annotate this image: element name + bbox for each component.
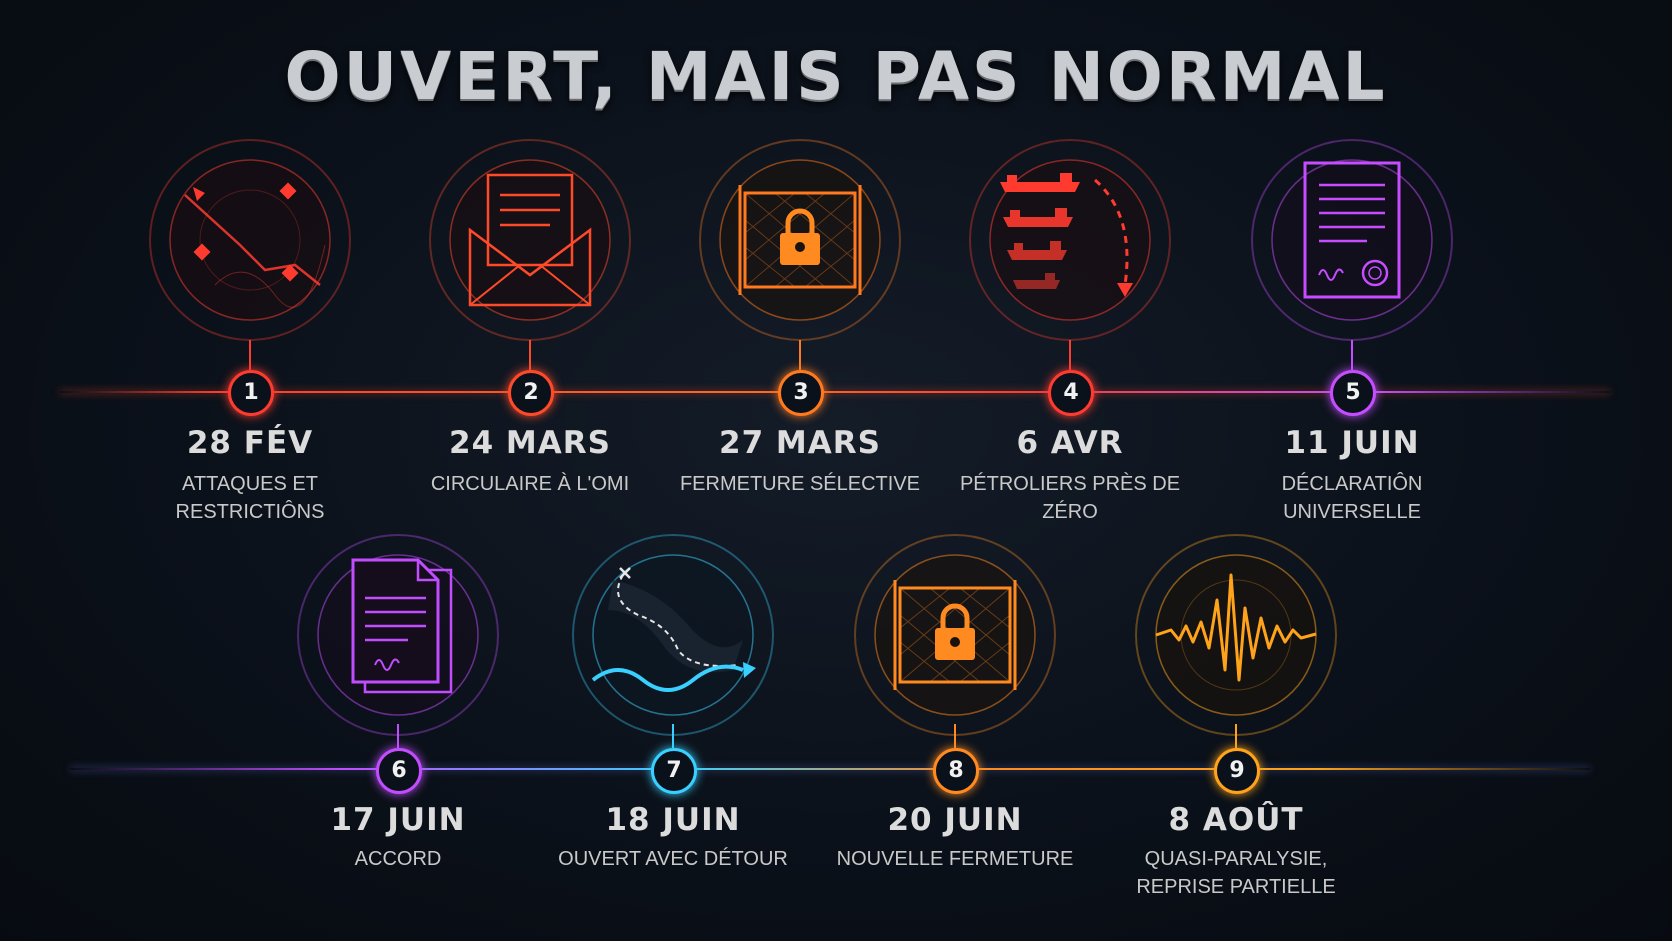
event-label: CIRCULAIRE À L'OMI	[430, 473, 630, 495]
event-label: PÉTROLIERS PRÈS DE ZÉRO	[959, 473, 1181, 523]
timeline-line-bottom	[70, 768, 1590, 770]
timeline-line-top	[60, 391, 1610, 393]
tanker-ships-icon	[969, 139, 1171, 341]
radar-map-icon	[149, 139, 351, 341]
event-number-badge: 5	[1330, 370, 1376, 416]
event-label: ACCORD	[354, 848, 442, 870]
connector-stem	[799, 340, 801, 370]
connector-stem	[954, 724, 956, 748]
event-number-badge: 7	[651, 748, 697, 794]
event-date: 17 JUIN	[330, 802, 466, 838]
padlock-gate-icon	[854, 534, 1056, 736]
event-date: 18 JUIN	[605, 802, 741, 838]
event-number-badge: 4	[1048, 370, 1094, 416]
detour-route-icon	[572, 534, 774, 736]
event-label: OUVERT AVEC DÉTOUR	[558, 848, 788, 870]
event-label: ATTAQUES ET RESTRICTIÔNS	[175, 473, 325, 523]
event-date: 24 MARS	[449, 425, 611, 461]
signed-document-icon	[1251, 139, 1453, 341]
event-date: 6 AVR	[1016, 425, 1124, 461]
page-title: OUVERT, MAIS PAS NORMAL	[284, 38, 1388, 115]
event-date: 28 FÉV	[186, 425, 314, 461]
agreement-documents-icon	[297, 534, 499, 736]
event-number-badge: 9	[1214, 748, 1260, 794]
connector-stem	[1235, 724, 1237, 748]
event-label: NOUVELLE FERMETURE	[836, 848, 1074, 870]
event-number-badge: 1	[228, 370, 274, 416]
event-number-badge: 6	[376, 748, 422, 794]
event-label: FERMETURE SÉLECTIVE	[679, 473, 921, 495]
signal-wave-icon	[1135, 534, 1337, 736]
event-date: 8 AOÛT	[1168, 802, 1304, 838]
event-date: 27 MARS	[719, 425, 881, 461]
connector-stem	[397, 724, 399, 748]
event-label: QUASI-PARALYSIE, REPRISE PARTIELLE	[1136, 848, 1336, 898]
event-label: DÉCLARATIÔN UNIVERSELLE	[1281, 473, 1423, 523]
event-date: 11 JUIN	[1284, 425, 1420, 461]
event-number-badge: 3	[778, 370, 824, 416]
connector-stem	[249, 340, 251, 370]
connector-stem	[1069, 340, 1071, 370]
padlock-gate-icon	[699, 139, 901, 341]
envelope-letter-icon	[429, 139, 631, 341]
connector-stem	[672, 724, 674, 748]
event-date: 20 JUIN	[887, 802, 1023, 838]
event-number-badge: 8	[933, 748, 979, 794]
event-number-badge: 2	[508, 370, 554, 416]
connector-stem	[529, 340, 531, 370]
connector-stem	[1351, 340, 1353, 370]
